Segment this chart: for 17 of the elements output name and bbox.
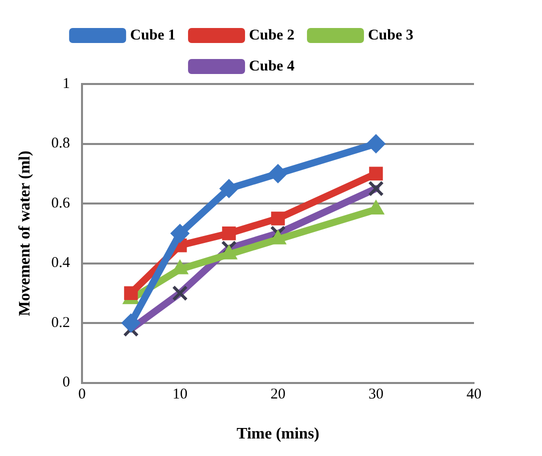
- x-tick-label: 0: [78, 386, 86, 403]
- y-tick-label: 0.6: [51, 195, 70, 212]
- x-tick-label: 10: [172, 386, 188, 403]
- y-tick-label: 1: [62, 76, 70, 92]
- legend-label: Cube 2: [249, 27, 294, 44]
- y-axis-title: Movement of water (ml): [16, 150, 34, 316]
- x-tick-label: 20: [270, 386, 286, 403]
- legend-label: Cube 4: [249, 58, 295, 74]
- legend-label: Cube 3: [368, 27, 414, 44]
- x-tick-label: 30: [368, 386, 384, 403]
- y-tick-label: 0: [62, 374, 70, 391]
- y-tick-label: 0.2: [51, 314, 70, 331]
- y-tick-label: 0.8: [51, 136, 70, 152]
- x-axis-title: Time (mins): [236, 426, 320, 443]
- y-tick-label: 0.4: [51, 255, 70, 272]
- legend-label: Cube 1: [130, 27, 176, 44]
- x-tick-label: 40: [466, 386, 482, 403]
